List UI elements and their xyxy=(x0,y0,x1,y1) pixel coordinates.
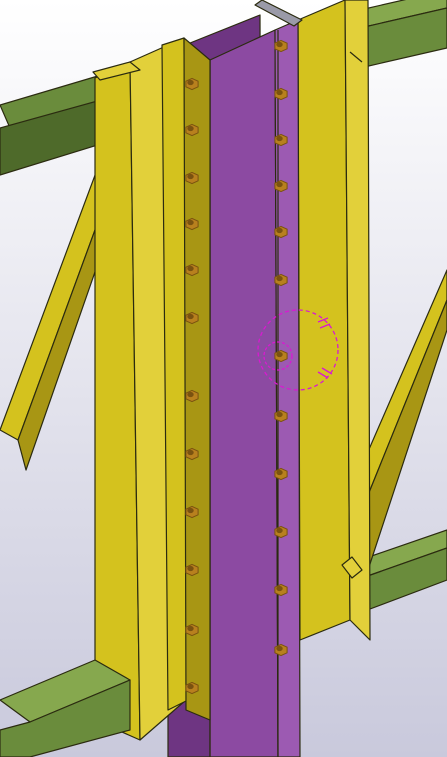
yellow-gusset-plate-left[interactable] xyxy=(92,37,211,741)
green-beam-lower-left[interactable] xyxy=(0,659,131,757)
bolt-left-6[interactable] xyxy=(185,311,199,325)
bolt-right-8[interactable] xyxy=(274,409,288,423)
bolt-left-7[interactable] xyxy=(185,389,199,403)
bolt-right-6[interactable] xyxy=(274,273,288,287)
bolt-right-7[interactable] xyxy=(274,349,288,363)
bolt-right-1[interactable] xyxy=(274,39,288,53)
bolt-group-right[interactable] xyxy=(274,39,288,657)
bolt-left-1[interactable] xyxy=(185,77,199,91)
bolt-right-11[interactable] xyxy=(274,583,288,597)
bolt-left-4[interactable] xyxy=(185,217,199,231)
bolt-left-10[interactable] xyxy=(185,563,199,577)
bolt-right-5[interactable] xyxy=(274,225,288,239)
selection-marker[interactable] xyxy=(257,309,339,391)
bolt-left-5[interactable] xyxy=(185,263,199,277)
bolt-left-9[interactable] xyxy=(185,505,199,519)
bolt-left-8[interactable] xyxy=(185,447,199,461)
bolt-right-2[interactable] xyxy=(274,87,288,101)
bolt-right-4[interactable] xyxy=(274,179,288,193)
bolt-left-3[interactable] xyxy=(185,171,199,185)
bolt-left-2[interactable] xyxy=(185,123,199,137)
bolt-left-11[interactable] xyxy=(185,623,199,637)
bolt-right-3[interactable] xyxy=(274,133,288,147)
bolt-right-9[interactable] xyxy=(274,467,288,481)
column-clip-plate[interactable] xyxy=(341,556,363,579)
yellow-column-right[interactable] xyxy=(297,0,371,641)
green-beam-upper-right[interactable] xyxy=(359,0,447,69)
bolt-right-10[interactable] xyxy=(274,525,288,539)
bolt-group-left[interactable] xyxy=(185,77,199,695)
bolt-left-12[interactable] xyxy=(185,681,199,695)
bolt-right-12[interactable] xyxy=(274,643,288,657)
